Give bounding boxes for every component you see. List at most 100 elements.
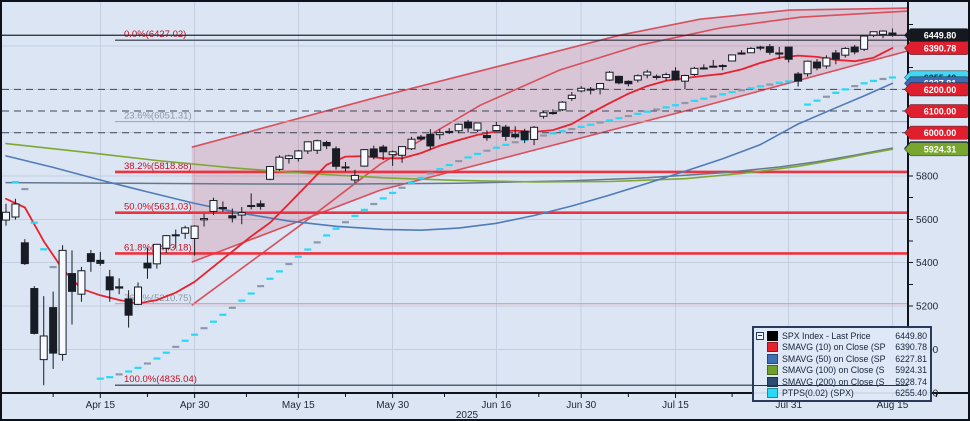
candle	[11, 198, 20, 220]
candle-body-down	[737, 52, 746, 55]
x-tick-label: Apr 15	[86, 400, 116, 411]
candle-body-up	[577, 87, 586, 92]
candle	[294, 149, 303, 162]
candle-body-up	[284, 155, 293, 160]
candle	[247, 193, 256, 210]
candle	[614, 75, 623, 85]
candle	[765, 44, 774, 55]
candle	[124, 290, 133, 328]
candle	[58, 245, 67, 361]
candle-body-down	[548, 112, 557, 115]
price-badge-alert-6100[interactable]: 6100.00	[904, 104, 970, 118]
candle	[878, 30, 887, 39]
moving-averages	[5, 47, 894, 305]
price-badge-alert-6200[interactable]: 6200.00	[904, 82, 970, 97]
candle	[416, 134, 425, 141]
candle	[831, 49, 840, 65]
fib-100-line-overlay	[752, 385, 908, 386]
ma-line-3	[5, 147, 894, 185]
legend-label: SMAVG (200) on Close (SPX)	[782, 376, 885, 387]
candle	[68, 250, 77, 325]
candle-body-up	[152, 243, 161, 265]
legend-panel[interactable]: SPX Index - Last Price 6449.80 SMAVG (10…	[752, 326, 932, 402]
legend-collapse-icon[interactable]	[756, 332, 764, 340]
badge-text: 6100.00	[924, 106, 957, 116]
candle	[228, 208, 237, 223]
candle-body-down	[765, 46, 774, 53]
candle-body-down	[850, 46, 859, 53]
candle	[803, 60, 812, 77]
candle	[209, 197, 218, 216]
x-tick-label: Aug 15	[877, 400, 909, 411]
candle	[369, 145, 378, 160]
candle-body-down	[831, 52, 840, 60]
candle	[30, 286, 39, 335]
legend-row-ptps: PTPS(0.02) (SPX) 6255.40	[757, 388, 927, 400]
candle	[96, 251, 105, 266]
candle-body-up	[398, 146, 407, 156]
candle-body-down	[322, 141, 331, 147]
channel-mid-line	[191, 10, 908, 306]
candle-body-down	[228, 215, 237, 219]
price-badge-smavg-10[interactable]: 6390.78	[904, 41, 970, 55]
candle-body-down	[464, 121, 473, 129]
candle	[445, 128, 454, 135]
candle-body-up	[294, 150, 303, 160]
candle	[756, 45, 765, 51]
candle-body-up	[878, 30, 887, 35]
candle	[775, 46, 784, 60]
y-tick-label: 5600	[916, 215, 939, 226]
legend-row-last-price: SPX Index - Last Price 6449.80	[757, 330, 927, 342]
legend-swatch-smavg-100	[767, 365, 778, 376]
candle-body-down	[586, 88, 595, 91]
candle-body-down	[105, 276, 114, 291]
candle-body-down	[671, 70, 680, 81]
candle-body-up	[567, 94, 576, 99]
candle-body-up	[718, 65, 727, 68]
candle-body-up	[662, 74, 671, 78]
candle	[558, 101, 567, 112]
candle-body-up	[803, 60, 812, 75]
candle	[152, 243, 161, 269]
candle	[105, 269, 114, 302]
candle	[662, 72, 671, 81]
candle-body-down	[124, 298, 133, 316]
candle	[596, 83, 605, 95]
legend-row-smavg-10: SMAVG (10) on Close (SPX) 6390.78	[757, 342, 927, 354]
candle-body-up	[388, 151, 397, 156]
candle	[20, 239, 29, 265]
candle-body-down	[379, 146, 388, 153]
price-badge-smavg-100[interactable]: 5924.31	[904, 142, 970, 157]
candle-body-up	[303, 141, 312, 152]
candle	[350, 169, 359, 184]
candle-body-up	[237, 212, 246, 216]
candle-body-down	[501, 126, 510, 137]
legend-label: SMAVG (100) on Close (SPX)	[782, 365, 885, 376]
price-badge-last-price[interactable]: 6449.80	[904, 28, 970, 43]
candle	[379, 144, 388, 161]
candle-body-up	[652, 75, 661, 78]
legend-swatch-last-price	[767, 330, 778, 341]
candle	[360, 149, 369, 167]
fib-label-50.0%: 50.0%(5631.03)	[124, 202, 192, 213]
candle	[407, 136, 416, 151]
candle	[539, 110, 548, 119]
candle-body-up	[643, 71, 652, 76]
candle	[850, 44, 859, 55]
candle	[464, 119, 473, 133]
candle	[586, 86, 595, 95]
legend-swatch-ptps	[767, 388, 778, 399]
candle-body-up	[313, 140, 322, 151]
candle-body-down	[115, 286, 124, 289]
fib-label-76.4%: 76.4%(5210.75)	[124, 293, 192, 304]
price-badge-alert-6000[interactable]: 6000.00	[904, 125, 970, 140]
candle-body-up	[171, 234, 180, 237]
fib-label-100.0%: 100.0%(4835.04)	[124, 374, 197, 385]
badge-text: 5924.31	[924, 145, 957, 155]
fib-label-23.6%: 23.6%(6051.31)	[124, 111, 192, 122]
candle-body-up	[822, 57, 831, 67]
candle	[284, 154, 293, 164]
fib-label-38.2%: 38.2%(5818.88)	[124, 161, 192, 172]
y-tick-label: 5200	[916, 302, 939, 313]
